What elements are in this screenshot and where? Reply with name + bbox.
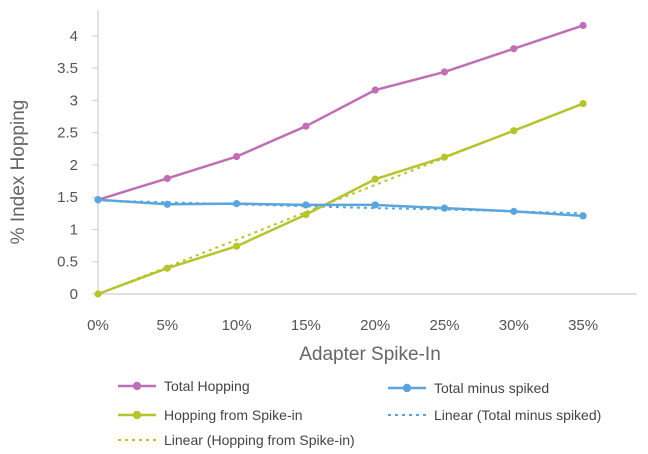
series-layer: [94, 21, 587, 298]
x-axis-title: Adapter Spike-In: [299, 344, 441, 365]
data-point-hopping-from-spike-in: [440, 153, 449, 161]
legend-item-hopping-from-spike-in: Hopping from Spike-in: [118, 407, 303, 423]
legend-item-total-hopping: Total Hopping: [118, 378, 250, 394]
x-tick-label: 15%: [291, 317, 321, 334]
legend: Total Hopping Total minus spiked Hopping f…: [118, 378, 601, 448]
data-point-total-minus-spiked: [510, 207, 518, 215]
data-point-hopping-from-spike-in: [94, 290, 102, 298]
data-point-total-minus-spiked: [302, 201, 310, 209]
y-tick-label: 0.5: [57, 254, 78, 271]
data-point-total-minus-spiked: [94, 196, 102, 204]
y-axis-title: % Index Hopping: [8, 100, 29, 245]
y-tick-label: 1.5: [57, 189, 78, 206]
legend-swatch-marker: [402, 383, 412, 393]
data-point-total-hopping: [233, 152, 241, 161]
y-tick-labels: 0 0.5 1 1.5 2 2.5 3 3.5 4: [57, 28, 98, 303]
y-tick-label: 3: [70, 92, 78, 109]
data-point-total-hopping: [163, 174, 171, 183]
series-line-total-hopping: [96, 24, 585, 202]
legend-item-linear-total-minus-spiked: Linear (Total minus spiked): [388, 407, 601, 423]
series-line-hopping-from-spike-in: [96, 102, 585, 296]
data-point-total-hopping: [302, 122, 310, 130]
data-point-hopping-from-spike-in: [371, 175, 379, 183]
data-point-total-minus-spiked: [371, 201, 379, 209]
x-tick-label: 35%: [568, 317, 598, 334]
data-point-hopping-from-spike-in: [163, 264, 171, 272]
data-point-total-minus-spiked: [440, 204, 449, 212]
data-point-total-minus-spiked: [579, 212, 587, 220]
series-line-total-minus-spiked: [96, 198, 585, 218]
data-point-total-hopping: [371, 86, 379, 94]
legend-label: Total minus spiked: [434, 380, 549, 396]
y-tick-label: 0: [70, 286, 78, 303]
legend-label: Total Hopping: [164, 378, 250, 394]
x-tick-label: 10%: [222, 317, 252, 334]
x-tick-labels: 0% 5% 10% 15% 20% 25% 30% 35%: [87, 317, 598, 334]
x-tick-label: 20%: [360, 317, 390, 334]
legend-label: Hopping from Spike-in: [164, 407, 303, 423]
y-tick-label: 2.5: [57, 125, 78, 142]
legend-swatch-marker: [132, 381, 142, 391]
data-point-total-minus-spiked: [233, 200, 241, 208]
x-tick-label: 30%: [499, 317, 529, 334]
data-point-hopping-from-spike-in: [233, 242, 241, 250]
data-point-total-hopping: [440, 68, 449, 76]
x-tick-label: 0%: [87, 317, 109, 334]
legend-item-linear-hopping-from-spike-in: Linear (Hopping from Spike-in): [118, 432, 355, 448]
legend-label: Linear (Hopping from Spike-in): [164, 432, 355, 448]
y-tick-label: 3.5: [57, 60, 78, 77]
legend-swatch-marker: [132, 410, 142, 420]
legend-label: Linear (Total minus spiked): [434, 407, 601, 423]
y-tick-label: 1: [70, 221, 78, 238]
legend-item-total-minus-spiked: Total minus spiked: [388, 380, 549, 396]
data-point-total-minus-spiked: [163, 200, 171, 208]
data-point-hopping-from-spike-in: [302, 211, 310, 219]
x-tick-label: 25%: [429, 317, 459, 334]
y-tick-label: 2: [70, 157, 78, 174]
axes: [97, 10, 637, 295]
y-tick-label: 4: [70, 28, 78, 45]
data-point-total-hopping: [510, 45, 518, 53]
data-point-hopping-from-spike-in: [510, 127, 518, 135]
data-point-hopping-from-spike-in: [579, 99, 587, 108]
data-point-total-hopping: [579, 21, 587, 30]
x-tick-label: 5%: [156, 317, 178, 334]
